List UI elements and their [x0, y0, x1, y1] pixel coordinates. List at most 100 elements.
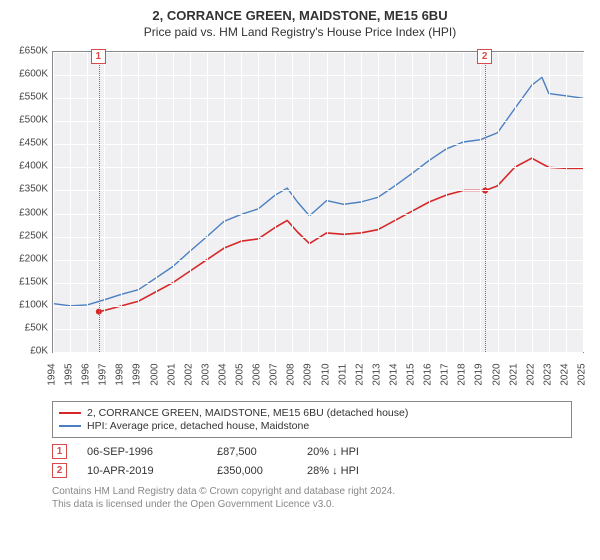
x-axis-label: 2013: [371, 363, 382, 385]
x-axis-label: 2005: [235, 363, 246, 385]
y-axis-label: £300K: [19, 207, 48, 218]
gridline-v: [361, 52, 362, 352]
gridline-v: [412, 52, 413, 352]
x-axis-label: 1998: [115, 363, 126, 385]
gridline-v: [498, 52, 499, 352]
x-axis-label: 2000: [149, 363, 160, 385]
y-axis-label: £650K: [19, 46, 48, 57]
gridline-v: [258, 52, 259, 352]
gridline-h: [53, 190, 583, 191]
footer-line: This data is licensed under the Open Gov…: [52, 499, 572, 512]
x-axis-label: 2007: [269, 363, 280, 385]
gridline-h: [53, 214, 583, 215]
sale-marker-line: [99, 52, 100, 352]
series-hpi: [53, 77, 583, 305]
x-axis-label: 2015: [406, 363, 417, 385]
x-axis-label: 2011: [337, 364, 348, 386]
sale-diff: 28% ↓ HPI: [307, 465, 397, 477]
x-axis-label: 1997: [98, 363, 109, 385]
gridline-h: [53, 283, 583, 284]
x-axis-label: 1995: [64, 363, 75, 385]
sale-price: £350,000: [217, 465, 287, 477]
gridline-h: [53, 167, 583, 168]
y-axis-label: £0K: [30, 346, 48, 357]
gridline-v: [190, 52, 191, 352]
legend: 2, CORRANCE GREEN, MAIDSTONE, ME15 6BU (…: [52, 401, 572, 438]
gridline-v: [583, 52, 584, 352]
sale-diff: 20% ↓ HPI: [307, 446, 397, 458]
gridline-v: [549, 52, 550, 352]
plot-area: [52, 51, 584, 353]
gridline-h: [53, 121, 583, 122]
gridline-h: [53, 352, 583, 353]
sale-date: 06-SEP-1996: [87, 446, 197, 458]
chart-box: £0K£50K£100K£150K£200K£250K£300K£350K£40…: [10, 45, 590, 395]
gridline-v: [70, 52, 71, 352]
x-axis-label: 2017: [440, 363, 451, 385]
gridline-v: [207, 52, 208, 352]
y-axis-label: £200K: [19, 253, 48, 264]
x-axis-label: 1999: [132, 363, 143, 385]
y-axis-label: £350K: [19, 184, 48, 195]
sale-marker-badge: 1: [91, 49, 106, 64]
x-axis-label: 1994: [47, 363, 58, 385]
gridline-v: [241, 52, 242, 352]
series-property: [99, 158, 583, 311]
gridline-v: [446, 52, 447, 352]
sale-marker-line: [485, 52, 486, 352]
chart-title: 2, CORRANCE GREEN, MAIDSTONE, ME15 6BU: [10, 8, 590, 23]
y-axis-label: £250K: [19, 230, 48, 241]
chart-svg: [53, 52, 583, 352]
gridline-h: [53, 144, 583, 145]
gridline-v: [275, 52, 276, 352]
gridline-v: [378, 52, 379, 352]
footer-line: Contains HM Land Registry data © Crown c…: [52, 486, 572, 499]
y-axis-label: £600K: [19, 69, 48, 80]
x-axis-label: 2014: [388, 363, 399, 385]
sale-price: £87,500: [217, 446, 287, 458]
gridline-h: [53, 260, 583, 261]
x-axis-label: 2009: [303, 363, 314, 385]
sale-row-badge: 1: [52, 444, 67, 459]
gridline-v: [395, 52, 396, 352]
gridline-v: [121, 52, 122, 352]
x-axis-label: 2003: [200, 363, 211, 385]
gridline-h: [53, 98, 583, 99]
legend-item: 2, CORRANCE GREEN, MAIDSTONE, ME15 6BU (…: [59, 407, 565, 419]
x-axis-label: 2016: [423, 363, 434, 385]
legend-label: 2, CORRANCE GREEN, MAIDSTONE, ME15 6BU (…: [87, 407, 408, 419]
legend-label: HPI: Average price, detached house, Maid…: [87, 420, 309, 432]
x-axis-label: 2022: [525, 363, 536, 385]
gridline-h: [53, 329, 583, 330]
y-axis-label: £550K: [19, 92, 48, 103]
gridline-v: [532, 52, 533, 352]
chart-container: { "title": "2, CORRANCE GREEN, MAIDSTONE…: [0, 0, 600, 560]
sale-date: 10-APR-2019: [87, 465, 197, 477]
sale-row: 1 06-SEP-1996 £87,500 20% ↓ HPI: [52, 444, 572, 459]
x-axis-label: 2002: [183, 363, 194, 385]
gridline-h: [53, 306, 583, 307]
gridline-v: [480, 52, 481, 352]
gridline-h: [53, 237, 583, 238]
footer-attribution: Contains HM Land Registry data © Crown c…: [52, 486, 572, 511]
x-axis-label: 2004: [217, 363, 228, 385]
y-axis-label: £100K: [19, 299, 48, 310]
gridline-h: [53, 52, 583, 53]
gridline-v: [87, 52, 88, 352]
gridline-v: [138, 52, 139, 352]
x-axis-label: 2010: [320, 363, 331, 385]
x-axis-label: 2020: [491, 363, 502, 385]
x-axis-label: 2006: [252, 363, 263, 385]
y-axis-label: £150K: [19, 276, 48, 287]
legend-swatch: [59, 412, 81, 414]
x-axis-label: 2018: [457, 363, 468, 385]
x-axis-label: 2021: [508, 363, 519, 385]
x-axis-label: 2001: [166, 363, 177, 385]
chart-subtitle: Price paid vs. HM Land Registry's House …: [10, 25, 590, 39]
x-axis-label: 2023: [542, 363, 553, 385]
gridline-v: [104, 52, 105, 352]
y-axis-label: £400K: [19, 161, 48, 172]
gridline-h: [53, 75, 583, 76]
gridline-v: [429, 52, 430, 352]
gridline-v: [224, 52, 225, 352]
